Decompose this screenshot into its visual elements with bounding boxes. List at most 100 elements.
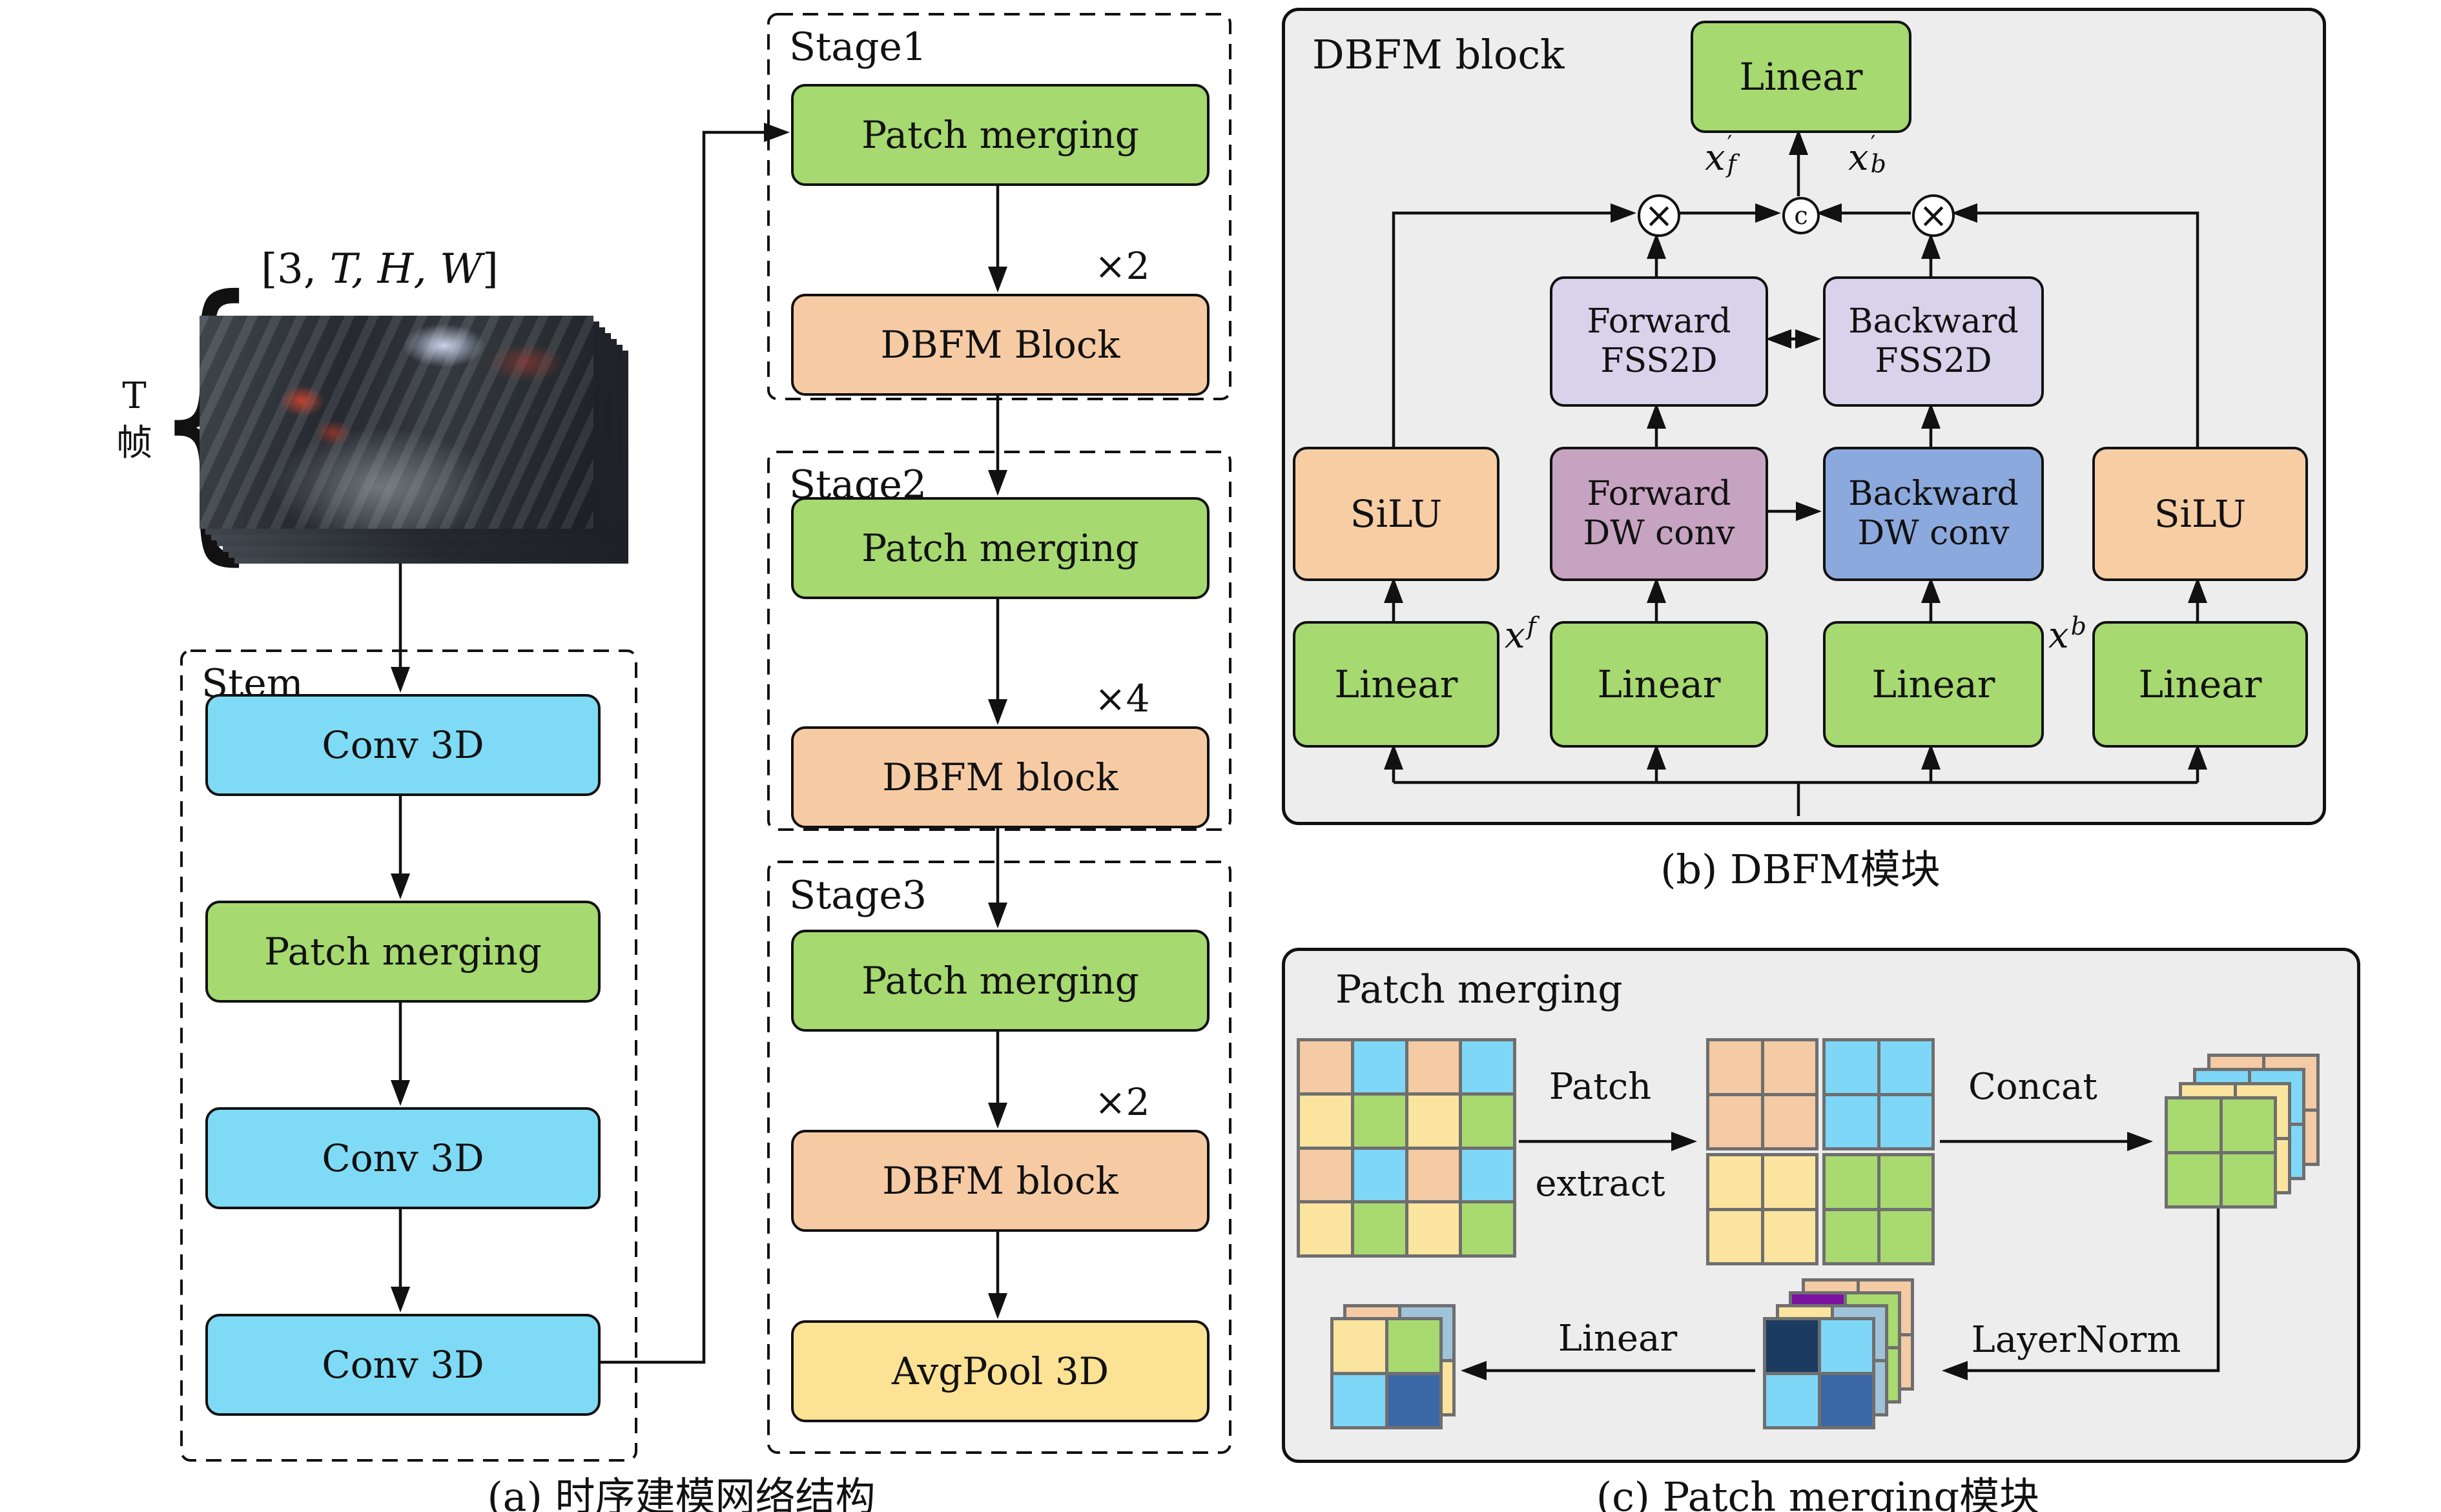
linear-2: Linear: [1550, 621, 1768, 748]
grid-cell-cyan: [1462, 1041, 1513, 1092]
stem-conv3d-2-label: Conv 3D: [322, 1136, 484, 1180]
grid-cell-peach: [1764, 1041, 1815, 1093]
grid-cell-cyan: [1826, 1096, 1877, 1147]
grid-cell-peach: [1709, 1096, 1761, 1147]
stem-conv3d-3-label: Conv 3D: [322, 1343, 484, 1387]
stage2-mult-label: ×4: [1095, 677, 1150, 720]
caption-a: (a) 时序建模网络结构: [487, 1473, 876, 1512]
grid-cell-peach: [1408, 1149, 1459, 1201]
t-frames-label: T 帧: [116, 373, 152, 467]
grid-cell-green: [1462, 1203, 1513, 1254]
forward-dw-conv: Forward DW conv: [1550, 447, 1768, 581]
tensor-bracket-open: [3,: [261, 245, 330, 293]
backward-dw-conv-line2: DW conv: [1857, 514, 2010, 553]
backward-dw-conv: Backward DW conv: [1823, 447, 2044, 581]
linear-3-label: Linear: [1871, 662, 1995, 706]
grid-cell-yellow: [1408, 1095, 1459, 1147]
t-frames-line2: 帧: [116, 422, 152, 464]
grid-cell-green: [2222, 1154, 2274, 1205]
layernorm-label-text: LayerNorm: [1971, 1319, 2181, 1361]
extracted-patch-grid-cyan: [1822, 1038, 1935, 1150]
patch-extract-line1: Patch: [1549, 1066, 1652, 1108]
linear-4-label: Linear: [2138, 662, 2262, 706]
xf-prime-mark: ′: [1727, 131, 1733, 157]
grid-cell-green: [2168, 1154, 2220, 1205]
xf-prime-sub: f: [1727, 149, 1736, 178]
xb-base: x: [2048, 615, 2069, 657]
linear-1-label: Linear: [1334, 662, 1458, 706]
patch-extract-line2: extract: [1535, 1163, 1665, 1205]
linear-3: Linear: [1823, 621, 2044, 748]
stage1-title: Stage1: [789, 25, 927, 70]
caption-c: (c) Patch merging模块: [1596, 1473, 2040, 1512]
backward-fss2d: Backward FSS2D: [1823, 276, 2044, 407]
forward-dw-conv-line2: DW conv: [1583, 514, 1735, 553]
ln-stack-layer-front: [1763, 1317, 1875, 1429]
forward-fss2d: Forward FSS2D: [1550, 276, 1768, 407]
stem-patch-merging-label: Patch merging: [264, 930, 542, 974]
xf-label: x f: [1505, 614, 1536, 657]
backward-dw-conv-line1: Backward: [1848, 474, 2019, 513]
grid-cell-yellow: [1709, 1156, 1761, 1208]
output-stack-layer-front: [1330, 1317, 1443, 1429]
grid-cell-peach: [1764, 1096, 1815, 1147]
xf-prime-label: x ′ f: [1705, 131, 1736, 179]
stage1-dbfm-block-label: DBFM Block: [880, 323, 1120, 367]
stage1-mult-label: ×2: [1095, 244, 1150, 288]
grid-cell-green: [1388, 1320, 1439, 1372]
stage3-patch-merging-label: Patch merging: [861, 959, 1139, 1003]
input-feature-grid: [1297, 1038, 1516, 1258]
stage2-patch-merging: Patch merging: [791, 497, 1210, 599]
stem-conv3d-3: Conv 3D: [205, 1314, 601, 1416]
dbfm-top-linear: Linear: [1691, 21, 1911, 133]
patch-extract-label-top: Patch: [1549, 1064, 1651, 1111]
stage3-title: Stage3: [789, 873, 927, 918]
silu-right: SiLU: [2092, 447, 2308, 581]
tensor-variables: T, H, W: [329, 245, 482, 293]
stage1-patch-merging: Patch merging: [791, 84, 1210, 186]
grid-cell-green: [1880, 1211, 1931, 1262]
grid-cell-cyan: [1826, 1041, 1877, 1093]
stage2-dbfm-block: DBFM block: [791, 726, 1210, 828]
layernorm-label: LayerNorm: [1972, 1317, 2181, 1364]
grid-cell-green: [1880, 1156, 1931, 1208]
stage1-patch-merging-label: Patch merging: [861, 113, 1139, 157]
grid-cell-yellow: [1764, 1156, 1815, 1208]
multiply-symbol: ×: [1644, 195, 1674, 236]
grid-cell-steel: [1820, 1374, 1872, 1426]
linear-1: Linear: [1293, 621, 1499, 748]
forward-fss2d-line2: FSS2D: [1600, 342, 1718, 380]
grid-cell-green: [1826, 1156, 1877, 1208]
grid-cell-peach: [1300, 1041, 1351, 1092]
grid-cell-cyan: [1880, 1096, 1931, 1147]
stage2-dbfm-block-label: DBFM block: [882, 755, 1118, 799]
stage3-mult-label: ×2: [1095, 1080, 1150, 1124]
stem-patch-merging: Patch merging: [205, 901, 601, 1003]
grid-cell-green: [1462, 1095, 1513, 1147]
grid-cell-green: [1354, 1203, 1405, 1254]
caption-b: (b) DBFM模块: [1660, 846, 1941, 893]
grid-cell-peach: [1709, 1041, 1761, 1093]
video-frame-front: [200, 316, 593, 529]
concat-stack-layer-front: [2165, 1096, 2277, 1209]
stage3-patch-merging: Patch merging: [791, 930, 1210, 1032]
linear-arrow-label: Linear: [1558, 1316, 1677, 1363]
grid-cell-peach: [1408, 1041, 1459, 1092]
grid-cell-yellow: [1334, 1320, 1385, 1372]
xb-sub: b: [2070, 612, 2086, 640]
grid-cell-green: [2168, 1099, 2220, 1151]
patch-merging-panel-title: Patch merging: [1335, 967, 1623, 1012]
concat-label: Concat: [1968, 1064, 2097, 1111]
backward-fss2d-line1: Backward: [1848, 301, 2019, 341]
grid-cell-cyan: [1462, 1149, 1513, 1201]
grid-cell-yellow: [1764, 1211, 1815, 1262]
forward-fss2d-line1: Forward: [1587, 301, 1731, 341]
grid-cell-cyan: [1354, 1149, 1405, 1201]
linear-2-label: Linear: [1597, 662, 1721, 706]
patch-extract-label-bottom: extract: [1535, 1161, 1665, 1208]
grid-cell-steel: [1388, 1374, 1439, 1426]
grid-cell-green: [2222, 1099, 2274, 1151]
xf-prime-base: x: [1705, 137, 1725, 179]
